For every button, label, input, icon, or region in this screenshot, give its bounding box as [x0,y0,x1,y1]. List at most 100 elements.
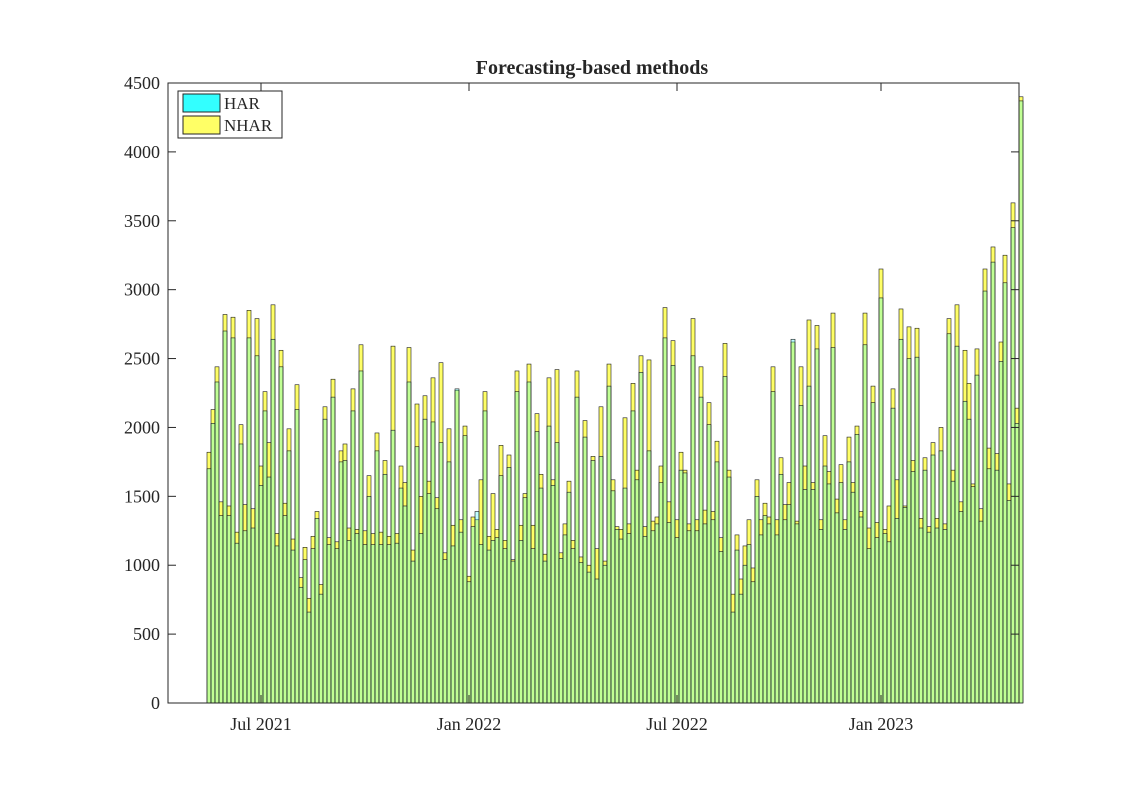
bar-har [566,491,572,704]
bar-har [462,435,468,704]
bar-har [334,548,340,704]
bar-har [618,538,624,704]
bar-har [578,562,584,704]
bar-har [470,526,476,704]
bar-har [626,533,632,704]
bar-har [758,534,764,704]
bar-har [542,560,548,704]
bar-har [906,358,912,704]
bar-har [602,564,608,704]
bar-har [450,545,456,704]
bar-har [798,405,804,704]
bar-har [514,391,520,704]
bar-har [502,548,508,704]
bar-har [678,469,684,704]
bar-har [378,544,384,704]
bar-har [718,551,724,704]
y-tick-label: 500 [133,624,160,644]
bar-har [494,537,500,704]
bar-har [446,461,452,704]
bar-har [654,523,660,704]
bar-har [754,496,760,704]
bar-har [242,530,248,704]
bar-har [370,544,376,704]
bar-har [290,549,296,704]
bar-har [530,548,536,704]
bar-har [698,396,704,704]
bar-har [338,461,344,704]
bar-har [942,529,948,704]
bar-har [598,456,604,704]
bar-har [898,338,904,704]
bar-har [262,410,268,704]
bar-har [726,476,732,704]
bar-har [862,344,868,704]
bar-har [278,366,284,704]
bar-har [634,479,640,704]
bar-har [770,391,776,704]
bar-har [878,297,884,704]
bar-har [318,593,324,704]
bar-har [418,533,424,704]
bar-har [614,529,620,704]
bar-har [226,515,232,704]
bar-har [382,473,388,704]
bar-har [282,515,288,704]
bar-har [802,489,808,704]
bar-har [478,544,484,704]
bar-har [778,473,784,704]
bar-har [374,450,380,704]
bar-har [534,431,540,704]
bar-har [354,533,360,704]
bar-har [538,487,544,704]
bar-har [266,476,272,704]
axes-frame [167,82,1020,704]
bar-har [954,345,960,704]
bar-har [814,348,820,704]
y-tick-label: 3000 [124,280,160,300]
bar-har [994,469,1000,704]
bar-har [870,402,876,704]
bar-har [562,534,568,704]
bar-har [922,469,928,704]
bar-har [866,548,872,704]
bar-har [834,512,840,704]
bar-har [558,558,564,704]
bar-har [498,475,504,704]
bar-har [1010,227,1016,704]
bar-har [930,454,936,704]
bar-har [414,446,420,704]
bar-har [894,518,900,704]
bar-har [394,542,400,704]
bar-har [938,450,944,704]
bar-har [454,388,460,704]
bar-har [666,522,672,704]
bar-har [258,485,264,704]
bar-har [970,486,976,704]
bar-har [946,333,952,704]
bar-har [998,361,1004,704]
bar-har [766,523,772,704]
bar-har [270,338,276,704]
bar-har [1002,282,1008,704]
bar-har [694,530,700,704]
bar-har [274,545,280,704]
y-tick-label: 4000 [124,142,160,162]
bar-har [730,611,736,704]
bar-har [310,548,316,704]
bar-har [702,523,708,704]
bar-har [762,515,768,704]
bar-har [674,537,680,704]
bar-har [638,372,644,704]
bar-har [1018,100,1024,704]
bar-har [306,611,312,704]
bar-har [890,407,896,704]
bar-har [326,544,332,704]
bar-har [838,482,844,704]
bar-har [474,511,480,704]
bar-har [434,508,440,704]
bar-har [234,542,240,704]
bar-har [390,429,396,704]
bar-har [658,482,664,704]
